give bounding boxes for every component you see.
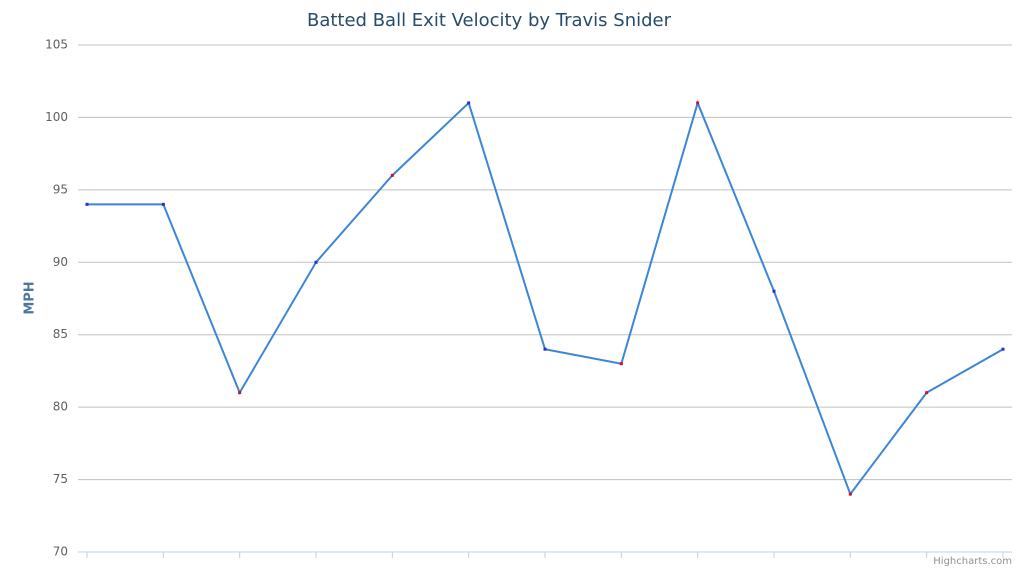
y-axis-title: MPH: [23, 281, 38, 314]
y-tick-label: 95: [53, 182, 68, 196]
point-marker: [314, 260, 318, 264]
point-marker: [696, 101, 700, 105]
credits: Highcharts.com: [933, 556, 1012, 567]
chart-title: Batted Ball Exit Velocity by Travis Snid…: [307, 10, 672, 31]
series-line: [87, 99, 1004, 497]
point-marker: [467, 101, 471, 105]
point-marker: [848, 492, 852, 496]
y-tick-label: 105: [45, 38, 68, 52]
point-marker: [390, 173, 394, 177]
y-tick-label: 90: [53, 255, 68, 269]
y-tick-label: 85: [53, 327, 68, 341]
point-marker: [619, 362, 623, 366]
point-marker: [161, 202, 165, 206]
point-marker: [543, 347, 547, 351]
point-marker: [1001, 347, 1005, 351]
y-tick-label: 75: [53, 472, 68, 486]
point-marker: [238, 391, 242, 395]
point-marker: [925, 391, 929, 395]
y-tick-label: 100: [45, 110, 68, 124]
y-tick-label: 70: [53, 545, 68, 559]
point-marker: [772, 289, 776, 293]
point-marker: [85, 202, 89, 206]
y-tick-label: 80: [53, 400, 68, 414]
